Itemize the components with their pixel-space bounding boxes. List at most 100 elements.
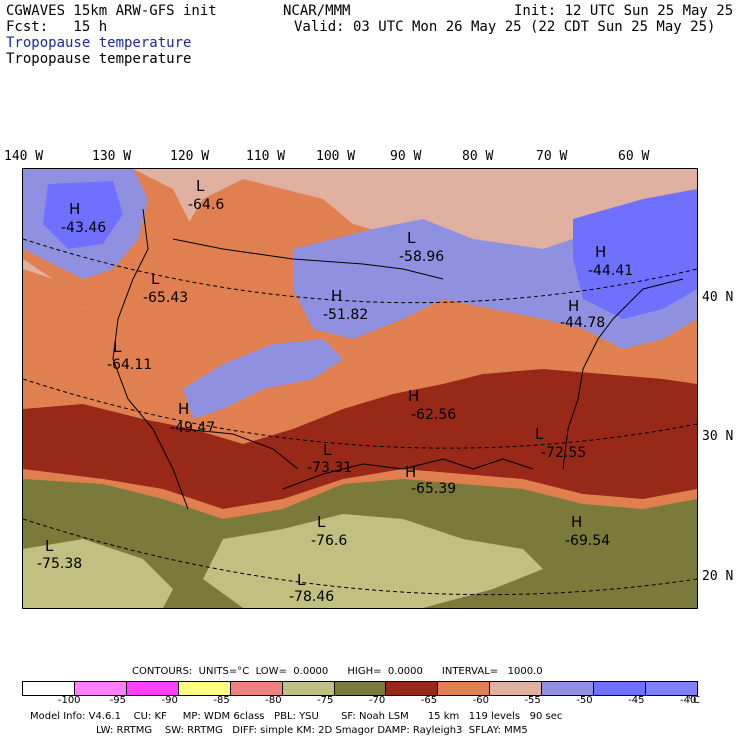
feature-value: -44.41 xyxy=(588,263,633,279)
field-band-45-northeast xyxy=(573,189,697,319)
colorbar xyxy=(22,681,698,696)
field-title-blue: Tropopause temperature xyxy=(6,35,192,51)
colorbar-unit: °C xyxy=(688,695,700,706)
lat-label-30n: 30 N xyxy=(702,429,734,444)
colorbar-tick-label: -50 xyxy=(576,695,593,706)
feature-value: -78.46 xyxy=(289,589,334,605)
colorbar-tick-label: -45 xyxy=(628,695,645,706)
colorbar-tick-label: -70 xyxy=(368,695,386,706)
lon-label-70w: 70 W xyxy=(536,149,568,164)
feature-value: -49.47 xyxy=(170,420,215,436)
feature-value: -58.96 xyxy=(399,249,444,265)
coastline-atlantic xyxy=(562,278,684,470)
colorbar-segment xyxy=(593,682,646,695)
feature-value: -51.82 xyxy=(323,307,368,323)
feature-value: -62.56 xyxy=(411,407,456,423)
feature-value: -64.6 xyxy=(188,197,224,213)
field-title: Tropopause temperature xyxy=(6,51,192,67)
feature-marker: L xyxy=(407,229,416,247)
colorbar-segment xyxy=(541,682,594,695)
field-band-50-southwest xyxy=(183,339,343,419)
feature-marker: L xyxy=(45,537,54,555)
field-band-55-north xyxy=(23,169,697,319)
colorbar-tick-label: -100 xyxy=(57,695,81,706)
lat-line-40n xyxy=(23,238,697,304)
colorbar-ticks: -100 -95 -90 -85 -80 -75 -70 -65 -60 -55 -50 -45 -40… xyxy=(22,695,712,707)
feature-marker: L xyxy=(297,571,306,589)
colorbar-segment xyxy=(177,682,230,695)
contour-info: CONTOURS: UNITS=°C LOW= 0.0000 HIGH= 0.0… xyxy=(132,666,543,677)
lon-label-60w: 60 W xyxy=(618,149,650,164)
map-outlines xyxy=(23,208,697,596)
field-band-65-south xyxy=(23,369,697,509)
colorbar-tick-label: -80 xyxy=(265,695,282,706)
colorbar-segment xyxy=(489,682,542,695)
colorbar-segment xyxy=(333,682,386,695)
feature-value: -65.39 xyxy=(411,481,456,497)
feature-marker: L xyxy=(317,513,326,531)
lon-label-120w: 120 W xyxy=(170,149,210,164)
colorbar-tick-label: -90 xyxy=(161,695,178,706)
feature-value: -43.46 xyxy=(61,220,106,236)
forecast-hour: Fcst: 15 h xyxy=(6,19,108,35)
field-band-40-pacific xyxy=(43,181,123,249)
feature-marker: H xyxy=(408,387,419,405)
feature-marker: L xyxy=(151,270,160,288)
colorbar-segment xyxy=(281,682,334,695)
feature-marker: H xyxy=(178,400,189,418)
colorbar-tick-label: -60 xyxy=(472,695,489,706)
feature-marker: L xyxy=(535,425,544,443)
feature-value: -65.43 xyxy=(143,290,188,306)
init-time: Init: 12 UTC Sun 25 May 25 xyxy=(514,3,734,19)
feature-value: -72.55 xyxy=(541,445,586,461)
feature-marker: H xyxy=(571,513,582,531)
colorbar-segment xyxy=(73,682,126,695)
coastline-gulf xyxy=(282,458,534,490)
run-title: CGWAVES 15km ARW-GFS init xyxy=(6,3,217,19)
feature-marker: H xyxy=(405,463,416,481)
lat-line-30n xyxy=(23,378,697,449)
institution: NCAR/MMM xyxy=(283,3,351,19)
feature-marker: H xyxy=(331,287,342,305)
feature-marker: H xyxy=(595,243,606,261)
feature-value: -64.11 xyxy=(107,357,152,373)
feature-value: -75.38 xyxy=(37,556,82,572)
colorbar-tick-label: -85 xyxy=(213,695,230,706)
feature-marker: L xyxy=(113,338,122,356)
border-us-mexico xyxy=(182,428,299,470)
field-band-75-southwest xyxy=(23,539,173,608)
border-us-canada xyxy=(172,238,444,280)
colorbar-tick-label: -40 xyxy=(680,695,697,706)
feature-value: -73.31 xyxy=(307,460,352,476)
model-info-line1: Model Info: V4.6.1 CU: KF MP: WDM 6class… xyxy=(30,711,563,722)
colorbar-segment xyxy=(437,682,490,695)
tropopause-temperature-map: H -43.46 L -64.6 L -58.96 H -44.41 L -65… xyxy=(22,168,698,609)
colorbar-tick-label: -65 xyxy=(420,695,438,706)
coastline-pacific xyxy=(112,208,189,510)
lat-label-40n: 40 N xyxy=(702,290,734,305)
valid-time: Valid: 03 UTC Mon 26 May 25 (22 CDT Sun … xyxy=(294,19,716,35)
lat-line-20n xyxy=(23,518,697,596)
feature-value: -76.6 xyxy=(311,533,347,549)
field-band-75-south xyxy=(203,514,543,608)
lat-label-20n: 20 N xyxy=(702,569,734,584)
lon-label-110w: 110 W xyxy=(246,149,286,164)
colorbar-tick-label: -75 xyxy=(317,695,334,706)
lon-label-100w: 100 W xyxy=(316,149,356,164)
feature-marker: H xyxy=(69,200,80,218)
model-info-line2: LW: RRTMG SW: RRTMG DIFF: simple KM: 2D … xyxy=(96,725,528,736)
colorbar-segment xyxy=(229,682,282,695)
lon-label-80w: 80 W xyxy=(462,149,494,164)
lon-label-130w: 130 W xyxy=(92,149,132,164)
colorbar-segment xyxy=(645,682,697,695)
colorbar-tick-label: -55 xyxy=(524,695,541,706)
colorbar-segment xyxy=(385,682,438,695)
feature-marker: L xyxy=(196,177,205,195)
feature-value: -44.78 xyxy=(560,315,605,331)
lon-label-140w: 140 W xyxy=(4,149,44,164)
colorbar-segment xyxy=(125,682,178,695)
colorbar-tick-label: -95 xyxy=(109,695,127,706)
colorbar-segment xyxy=(23,682,74,695)
feature-value: -69.54 xyxy=(565,533,610,549)
feature-marker: L xyxy=(323,441,332,459)
